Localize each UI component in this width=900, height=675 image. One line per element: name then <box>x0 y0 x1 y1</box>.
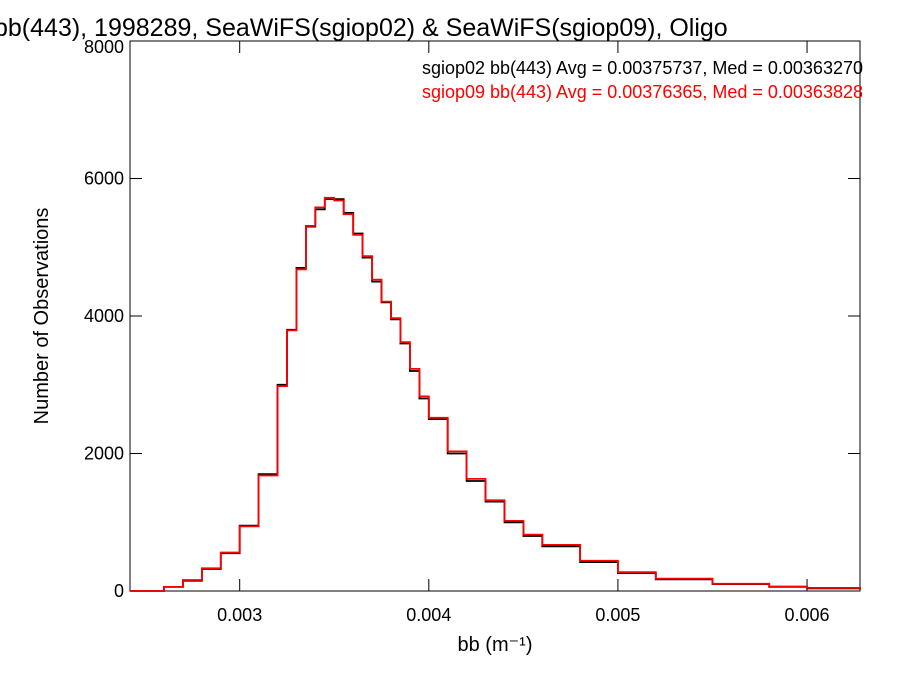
y-tick-label: 0 <box>114 581 124 601</box>
chart-title: bb(443), 1998289, SeaWiFS(sgiop02) & Sea… <box>0 14 728 42</box>
y-axis-label: Number of Observations <box>31 208 53 425</box>
plot-frame <box>129 40 861 592</box>
y-tick-label: 2000 <box>84 444 124 464</box>
x-axis: 0.003 0.004 0.005 0.006 <box>217 41 830 625</box>
y-axis: 0 2000 4000 6000 8000 <box>84 37 860 601</box>
y-tick-label: 6000 <box>84 169 124 189</box>
x-tick-label: 0.005 <box>595 605 640 625</box>
series-line-sgiop09 <box>130 196 861 592</box>
legend-entry-sgiop09: sgiop09 bb(443) Avg = 0.00376365, Med = … <box>422 82 863 102</box>
y-tick-label: 4000 <box>84 306 124 326</box>
x-tick-label: 0.004 <box>406 605 451 625</box>
series-layer <box>130 196 861 592</box>
y-tick-label: 8000 <box>84 37 124 57</box>
legend-entry-sgiop02: sgiop02 bb(443) Avg = 0.00375737, Med = … <box>422 58 863 78</box>
x-axis-label: bb (m⁻¹) <box>458 634 533 656</box>
x-tick-label: 0.003 <box>217 605 262 625</box>
x-tick-label: 0.006 <box>785 605 830 625</box>
